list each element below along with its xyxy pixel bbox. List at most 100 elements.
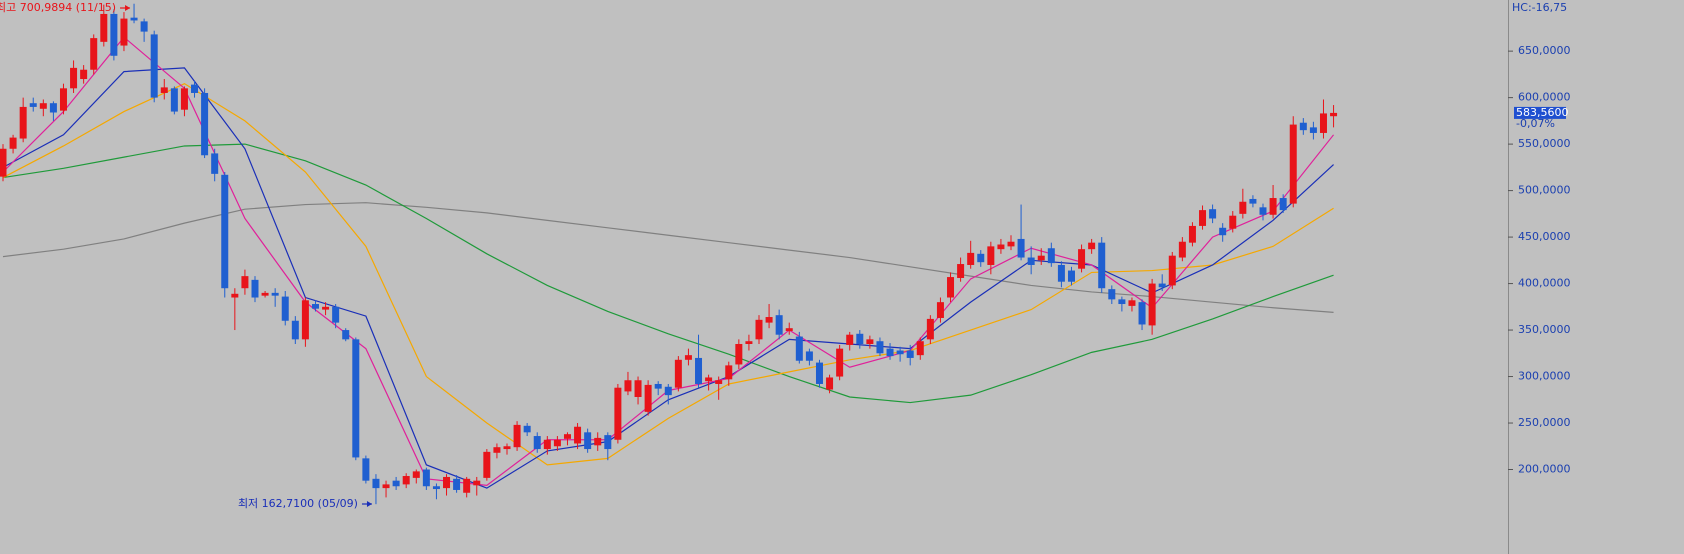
candle-body (836, 348, 844, 377)
candle-body (211, 153, 219, 174)
candle-body (352, 339, 360, 458)
candle-body (1148, 283, 1156, 326)
candle-body (1309, 127, 1317, 133)
candle-body (1188, 225, 1196, 243)
candle-body (926, 318, 934, 340)
candle-body (1289, 124, 1297, 204)
candle-body (725, 365, 733, 380)
y-tick-label: 300,0000 (1518, 370, 1571, 383)
candle-body (644, 384, 652, 412)
candle-body (1118, 299, 1126, 305)
candle-body (311, 304, 319, 309)
y-tick-label: 650,0000 (1518, 44, 1571, 57)
candle-body (553, 439, 561, 447)
candle-body (896, 350, 904, 355)
candle-body (180, 88, 188, 110)
candle-body (805, 351, 813, 361)
candle-body (1168, 255, 1176, 286)
candle-body (271, 292, 279, 296)
candle-body (422, 469, 430, 487)
candle-body (80, 69, 88, 80)
candle-body (231, 293, 239, 298)
moving-average-line (2, 82, 1334, 466)
candle-body (795, 336, 803, 361)
candle-body (191, 84, 199, 93)
candle-body (957, 264, 965, 278)
candle-body (533, 436, 541, 450)
candle-body (634, 380, 642, 397)
candle-body (221, 174, 229, 289)
candle-body (785, 328, 793, 331)
candle-body (463, 478, 471, 493)
candle-body (19, 106, 27, 139)
candle-body (1319, 113, 1327, 133)
candle-body (604, 435, 612, 450)
candle-body (745, 341, 753, 344)
candle-body (815, 362, 823, 384)
candle-body (1027, 257, 1035, 265)
candle-body (947, 277, 955, 298)
candle-body (251, 279, 259, 298)
candle-body (150, 34, 158, 98)
candle-body (1138, 302, 1146, 325)
candle-body (362, 458, 370, 481)
annotation-arrowhead (125, 5, 131, 11)
last-price-label: 583,5600 (1516, 106, 1569, 119)
candle-body (1037, 255, 1045, 261)
candle-body (523, 425, 531, 433)
candle-body (1330, 112, 1338, 117)
candle-body (866, 339, 874, 344)
candle-body (49, 103, 57, 113)
candle-body (997, 244, 1005, 250)
candle-body (513, 424, 521, 448)
candle-body (826, 377, 834, 390)
y-tick-label: 250,0000 (1518, 416, 1571, 429)
candle-body (1259, 207, 1267, 215)
candle-body (715, 380, 723, 384)
candle-body (936, 302, 944, 318)
candle-body (563, 434, 571, 439)
candle-body (412, 471, 420, 478)
candle-body (735, 344, 743, 365)
candle-body (9, 137, 17, 149)
candle-body (301, 300, 309, 340)
candle-body (1047, 248, 1055, 264)
y-tick-label: 350,0000 (1518, 323, 1571, 336)
candle-body (1088, 242, 1096, 250)
candle-body (1219, 227, 1227, 236)
candle-body (614, 387, 622, 440)
candle-body (392, 480, 400, 487)
candle-body (906, 350, 914, 358)
candle-body (574, 426, 582, 444)
candle-body (59, 88, 67, 111)
candle-body (876, 341, 884, 354)
moving-average-line (2, 143, 1334, 404)
candle-body (201, 92, 209, 156)
candle-body (1067, 270, 1075, 282)
candle-body (846, 334, 854, 345)
candle-body (473, 480, 481, 486)
candle-body (432, 486, 440, 490)
candle-body (1249, 198, 1257, 204)
y-tick-label: 500,0000 (1518, 184, 1571, 197)
candle-body (0, 148, 7, 177)
candle-body (241, 276, 249, 289)
candle-body (1209, 209, 1217, 219)
y-tick-label: 550,0000 (1518, 137, 1571, 150)
candle-body (70, 67, 78, 89)
candle-body (1057, 264, 1065, 282)
candle-body (1108, 289, 1116, 300)
candle-body (39, 103, 47, 109)
candle-body (1229, 215, 1237, 229)
candle-body (120, 18, 128, 46)
candle-body (886, 348, 894, 357)
candle-body (755, 319, 763, 340)
candle-body (695, 357, 703, 384)
candle-body (1279, 198, 1287, 211)
candle-body (1098, 242, 1106, 289)
candle-body (664, 386, 672, 396)
candle-body (332, 306, 340, 323)
candle-body (110, 13, 118, 56)
